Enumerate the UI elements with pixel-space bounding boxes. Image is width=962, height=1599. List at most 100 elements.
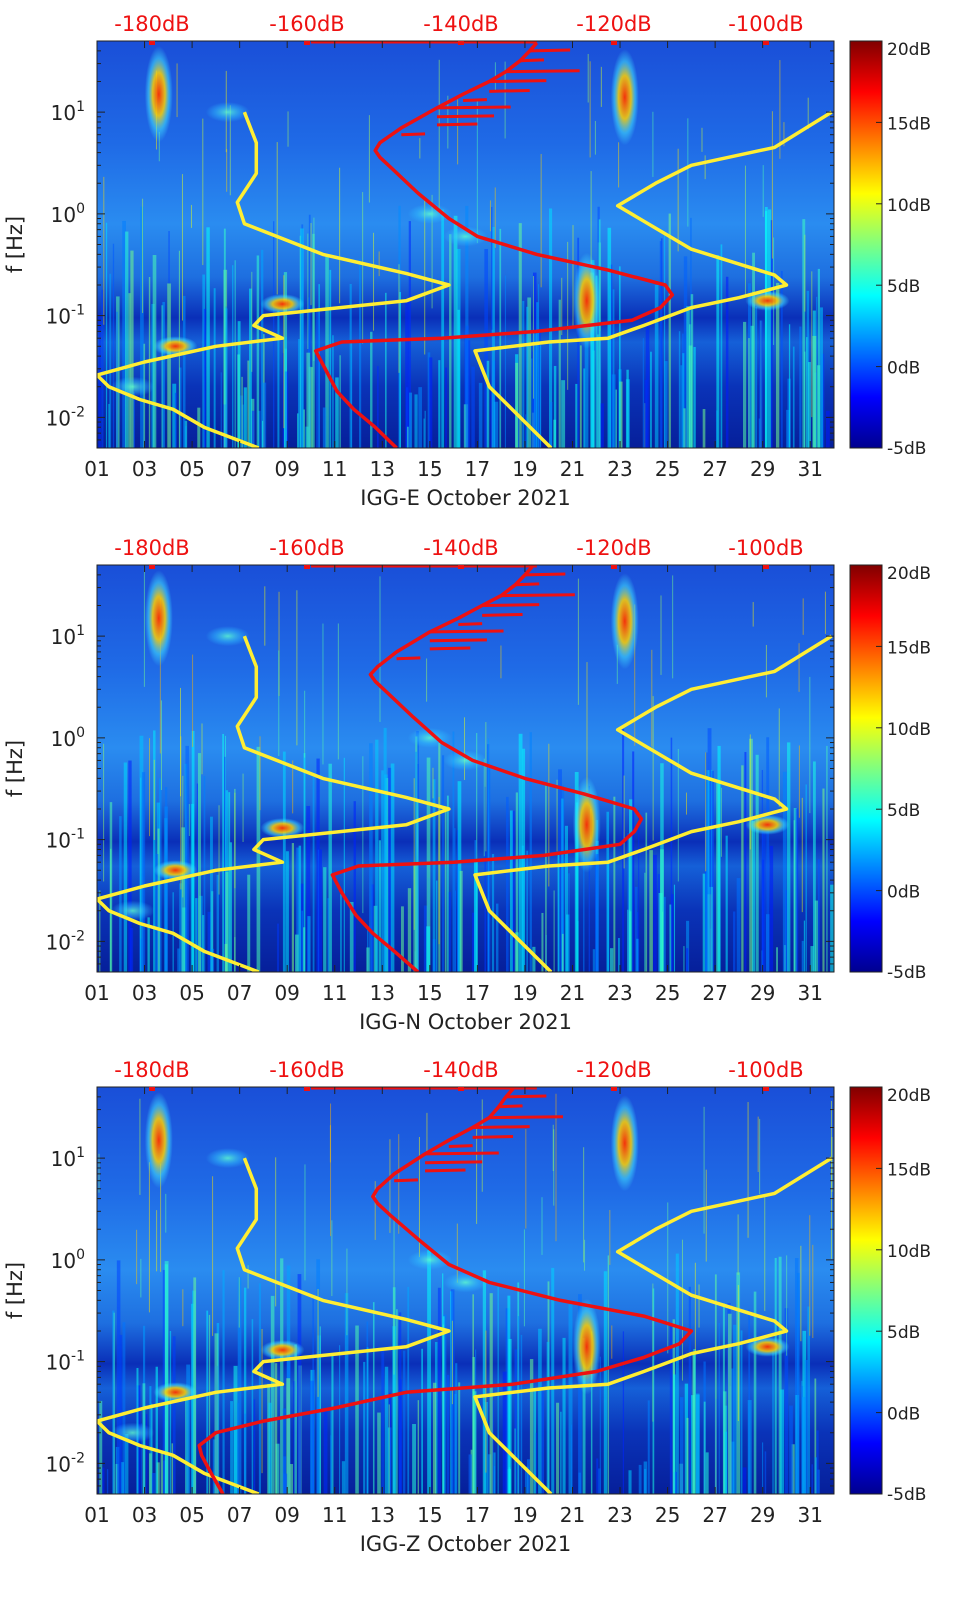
- x-tick-label: 03: [132, 457, 157, 481]
- colorbar-tick-label: 5dB: [887, 1323, 920, 1343]
- spectrogram-area: [97, 41, 834, 448]
- x-tick-label: 07: [227, 981, 252, 1005]
- colorbar-gradient: [849, 564, 883, 973]
- x-tick-label: 25: [655, 981, 680, 1005]
- colorbar: 20dB 15dB 10dB 5dB 0dB -5dB: [849, 40, 931, 459]
- yellow-curve-right: [473, 634, 833, 972]
- hotspot-0: [144, 1092, 173, 1189]
- x-tick-label: 29: [750, 457, 775, 481]
- x-tick-label: 23: [607, 457, 632, 481]
- top-db-tick: [458, 1087, 464, 1091]
- x-axis: 01 03 05 07 09 11 13 15 17 19 21 23 25 27 29 31 IGG-Z Oc…: [84, 1087, 823, 1556]
- y-tick-label: 101: [51, 623, 85, 649]
- top-db-tick: [458, 565, 464, 569]
- top-db-label: -180dB: [114, 536, 189, 560]
- yellow-curve-right: [473, 1156, 833, 1494]
- panel-E: 01 03 05 07 09 11 13 15 17 19 21 23 25 27 29 31 IGG-E Oc…: [3, 12, 931, 510]
- top-db-tick: [763, 1087, 769, 1091]
- red-curve-branches: [396, 572, 575, 661]
- y-axis: 101 100 10-1 10-2 f [Hz]: [3, 564, 834, 973]
- top-db-label: -160dB: [269, 536, 344, 560]
- x-tick-label: 29: [750, 981, 775, 1005]
- hotspot-4: [745, 1336, 790, 1357]
- top-db-tick: [763, 565, 769, 569]
- yellow-curve-left: [97, 1157, 451, 1494]
- y-tick-label: 10-2: [46, 928, 85, 954]
- y-axis: 101 100 10-1 10-2 f [Hz]: [3, 1086, 834, 1495]
- hotspot-4: [745, 814, 790, 835]
- colorbar-tick-label: 20dB: [887, 40, 931, 60]
- y-axis-title: f [Hz]: [3, 1262, 27, 1319]
- hotspot-4: [745, 290, 790, 311]
- x-tick-label: 17: [465, 981, 490, 1005]
- top-db-label: -160dB: [269, 1058, 344, 1082]
- red-curve: [197, 1087, 694, 1494]
- colorbar-tick-label: 15dB: [887, 638, 931, 658]
- x-tick-label: 03: [132, 1503, 157, 1527]
- colorbar: 20dB 15dB 10dB 5dB 0dB -5dB: [849, 564, 931, 983]
- y-tick-label: 100: [51, 201, 85, 227]
- hotspot-7: [407, 1249, 452, 1270]
- x-tick-label: 09: [274, 1503, 299, 1527]
- panel-Z: 01 03 05 07 09 11 13 15 17 19 21 23 25 27 29 31 IGG-Z Oc…: [3, 1058, 931, 1556]
- y-tick-label: 10-1: [46, 1349, 85, 1375]
- colorbar-gradient: [849, 1086, 883, 1495]
- colorbar-gradient: [849, 40, 883, 449]
- top-db-tick: [304, 41, 310, 45]
- hotspot-0: [144, 46, 173, 143]
- colorbar-tick-label: 5dB: [887, 801, 920, 821]
- yellow-curve-left: [97, 111, 451, 448]
- x-axis-title: IGG-N October 2021: [359, 1010, 572, 1034]
- colorbar-tick-label: 10dB: [887, 720, 931, 740]
- hotspot-5: [205, 1148, 250, 1169]
- x-tick-label: 15: [417, 457, 442, 481]
- x-tick-label: 09: [274, 457, 299, 481]
- spectrogram-area: [97, 1087, 834, 1494]
- x-tick-label: 25: [655, 457, 680, 481]
- x-axis: 01 03 05 07 09 11 13 15 17 19 21 23 25 27 29 31 IGG-N Oc…: [84, 565, 823, 1034]
- colorbar-tick-label: 10dB: [887, 1242, 931, 1262]
- top-db-tick: [149, 565, 155, 569]
- hotspot-9: [110, 1422, 155, 1443]
- colorbar-tick-label: 20dB: [887, 564, 931, 584]
- hotspot-5: [205, 102, 250, 123]
- spectrogram-area: [97, 565, 834, 972]
- x-axis-title: IGG-Z October 2021: [360, 1532, 572, 1556]
- top-db-tick: [763, 41, 769, 45]
- top-db-label: -100dB: [728, 1058, 803, 1082]
- colorbar-tick-label: 10dB: [887, 196, 931, 216]
- colorbar-tick-label: 20dB: [887, 1086, 931, 1106]
- x-tick-label: 21: [560, 981, 585, 1005]
- x-tick-label: 11: [322, 457, 347, 481]
- x-tick-label: 01: [84, 457, 109, 481]
- top-db-label: -140dB: [423, 1058, 498, 1082]
- x-tick-label: 19: [512, 1503, 537, 1527]
- hotspot-1: [610, 49, 639, 146]
- top-db-label: -100dB: [728, 536, 803, 560]
- y-tick-label: 100: [51, 725, 85, 751]
- colorbar-tick-label: 15dB: [887, 114, 931, 134]
- colorbar-tick-label: 0dB: [887, 359, 920, 379]
- x-tick-label: 11: [322, 981, 347, 1005]
- red-curve-branches: [394, 1094, 563, 1183]
- y-tick-label: 101: [51, 1145, 85, 1171]
- top-db-tick: [149, 1087, 155, 1091]
- hotspot-3: [260, 294, 305, 315]
- x-tick-label: 27: [702, 457, 727, 481]
- hotspot-6: [443, 750, 488, 771]
- x-tick-label: 31: [797, 981, 822, 1005]
- top-db-tick: [611, 41, 617, 45]
- x-tick-label: 07: [227, 1503, 252, 1527]
- top-db-label: -120dB: [576, 12, 651, 36]
- x-tick-label: 11: [322, 1503, 347, 1527]
- x-tick-label: 29: [750, 1503, 775, 1527]
- colorbar: 20dB 15dB 10dB 5dB 0dB -5dB: [849, 1086, 931, 1505]
- x-tick-label: 17: [465, 1503, 490, 1527]
- x-tick-label: 13: [370, 457, 395, 481]
- y-axis-title: f [Hz]: [3, 216, 27, 273]
- top-db-axis: -180dB -160dB -140dB -120dB -100dB: [114, 1058, 804, 1091]
- colorbar-tick-label: 0dB: [887, 883, 920, 903]
- panel-N: 01 03 05 07 09 11 13 15 17 19 21 23 25 27 29 31 IGG-N Oc…: [3, 536, 931, 1034]
- colorbar-tick-label: 0dB: [887, 1405, 920, 1425]
